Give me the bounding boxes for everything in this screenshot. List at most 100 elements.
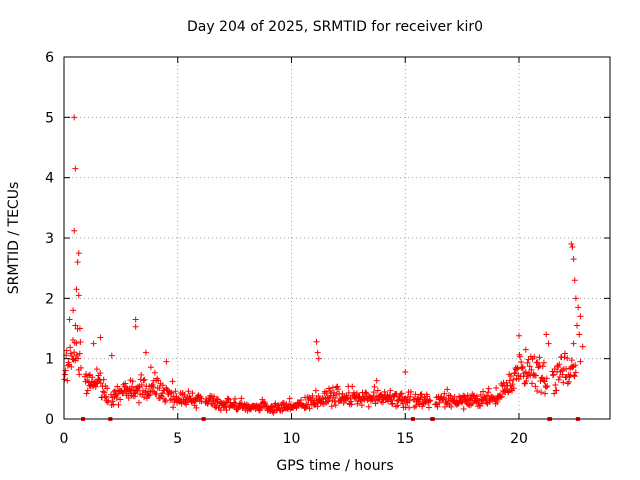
- data-point: [388, 397, 395, 404]
- data-point: [334, 383, 341, 390]
- data-point: [543, 384, 550, 391]
- data-point: [575, 304, 582, 311]
- data-point: [507, 373, 514, 380]
- y-tick-label: 1: [45, 352, 54, 368]
- axis-ticks: 0 5 10 15 20 0 1 2 3 4 5 6: [45, 50, 610, 447]
- data-point: [577, 358, 584, 365]
- data-point: [315, 355, 322, 362]
- data-point: [541, 378, 548, 385]
- data-point: [528, 366, 535, 373]
- data-point: [64, 377, 71, 384]
- data-point: [441, 403, 448, 410]
- data-point: [117, 396, 124, 403]
- data-point: [561, 350, 568, 357]
- y-tick-label: 4: [45, 171, 54, 187]
- data-point: [553, 387, 560, 394]
- data-point: [105, 397, 112, 404]
- data-point: [90, 340, 97, 347]
- data-point: [510, 385, 517, 392]
- data-point: [238, 395, 245, 402]
- data-point: [470, 392, 477, 399]
- data-point: [132, 316, 139, 323]
- data-point: [73, 340, 80, 347]
- data-point: [480, 388, 487, 395]
- data-point: [104, 385, 111, 392]
- data-point: [503, 379, 510, 386]
- data-point: [72, 165, 79, 172]
- data-point: [312, 387, 319, 394]
- data-point: [426, 404, 433, 411]
- data-point: [340, 400, 347, 407]
- data-point: [372, 400, 379, 407]
- data-point: [85, 372, 92, 379]
- data-point: [564, 380, 571, 387]
- data-point: [443, 400, 450, 407]
- data-point: [268, 403, 275, 410]
- data-point: [146, 391, 153, 398]
- data-point: [332, 402, 339, 409]
- data-point: [441, 390, 448, 397]
- data-point: [81, 373, 88, 380]
- data-point: [141, 394, 148, 401]
- x-axis-label: GPS time / hours: [276, 458, 393, 474]
- data-point: [109, 398, 116, 405]
- data-point: [110, 401, 117, 408]
- data-point: [314, 349, 321, 356]
- data-point: [570, 340, 577, 347]
- data-point: [561, 354, 568, 361]
- data-point: [524, 359, 531, 366]
- data-point: [494, 398, 501, 405]
- x-tick-label: 10: [283, 431, 301, 447]
- data-point: [100, 376, 107, 383]
- data-point: [97, 334, 104, 341]
- data-point: [532, 372, 539, 379]
- data-point: [426, 397, 433, 404]
- data-point: [101, 394, 108, 401]
- data-point: [108, 352, 115, 359]
- data-point: [572, 295, 579, 302]
- data-point: [141, 376, 148, 383]
- data-point: [564, 355, 571, 362]
- data-point: [506, 377, 513, 384]
- data-point: [390, 393, 397, 400]
- y-tick-label: 6: [45, 50, 54, 66]
- data-point: [493, 384, 500, 391]
- data-point: [353, 390, 360, 397]
- data-point: [68, 363, 75, 370]
- data-point: [104, 399, 111, 406]
- data-point: [163, 358, 170, 365]
- data-point: [402, 368, 409, 375]
- data-point: [537, 378, 544, 385]
- data-point: [325, 398, 332, 405]
- data-point: [460, 405, 467, 412]
- data-point: [147, 364, 154, 371]
- grid-lines: [64, 57, 610, 419]
- data-point: [102, 393, 109, 400]
- data-point: [551, 390, 558, 397]
- data-point: [571, 277, 578, 284]
- data-point: [389, 400, 396, 407]
- data-point: [83, 390, 90, 397]
- data-point: [335, 386, 342, 393]
- data-point: [185, 388, 192, 395]
- data-point: [71, 227, 78, 234]
- data-point: [159, 382, 166, 389]
- data-point: [397, 391, 404, 398]
- data-point: [315, 393, 322, 400]
- data-point: [67, 344, 74, 351]
- data-point: [576, 331, 583, 338]
- data-point: [84, 387, 91, 394]
- data-point: [518, 359, 525, 366]
- data-point: [67, 350, 74, 357]
- data-point: [579, 343, 586, 350]
- data-point: [539, 363, 546, 370]
- x-tick-label: 15: [396, 431, 414, 447]
- data-point: [570, 256, 577, 263]
- data-point: [526, 363, 533, 370]
- data-point: [142, 349, 149, 356]
- data-point: [418, 391, 425, 398]
- data-point: [155, 377, 162, 384]
- data-point: [131, 393, 138, 400]
- data-point: [550, 372, 557, 379]
- data-point: [510, 376, 517, 383]
